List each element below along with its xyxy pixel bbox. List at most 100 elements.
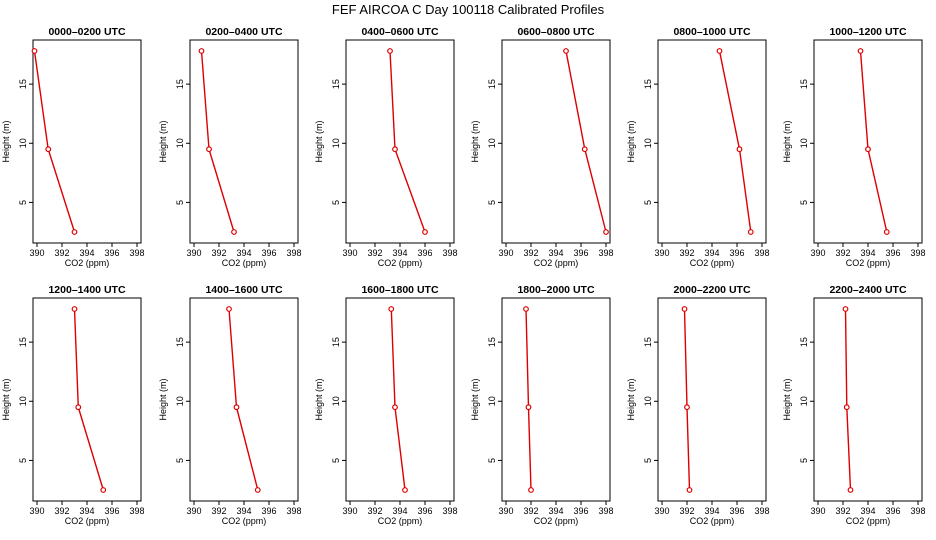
y-axis-label: Height (m) [1,120,11,162]
y-tick-label: 5 [643,200,653,205]
data-point [525,404,532,411]
y-tick-label: 5 [643,458,653,463]
x-tick-label: 396 [417,506,432,516]
plot-frame [32,39,142,244]
y-tick-label: 15 [175,337,185,347]
data-point [865,146,871,153]
y-tick-label: 15 [331,79,341,89]
chart-panel: 0800–1000 UTC 390 392 394 396 398 5 10 15 CO2 (pp… [626,26,770,268]
x-axis-label: CO2 (ppm) [222,258,267,268]
chart-panel: 1600–1800 UTC 390 392 394 396 398 5 10 15 CO2 (pp… [314,284,458,526]
data-point [422,229,428,235]
y-axis-label: Height (m) [314,378,324,420]
x-tick-label: 390 [186,248,201,258]
y-axis-label: Height (m) [626,120,636,162]
chart-panel: 1000–1200 UTC 390 392 394 396 398 5 10 15 CO2 (pp… [782,26,926,268]
series-line [718,50,752,233]
data-point [686,487,693,493]
y-axis-label: Height (m) [782,378,792,420]
plot-frame [189,297,299,502]
panel-title: 1000–1200 UTC [829,26,906,38]
data-point [45,146,52,153]
data-point [523,306,529,312]
data-point [402,487,408,493]
data-point [392,404,398,411]
plot-frame [501,39,611,244]
x-tick-label: 392 [367,248,382,258]
y-tick-label: 10 [643,138,653,148]
y-tick-label: 5 [331,200,341,205]
plot-frame [501,297,611,502]
data-point [392,146,398,153]
x-tick-label: 394 [860,506,875,516]
x-tick-label: 392 [835,248,850,258]
y-tick-label: 5 [487,200,497,205]
x-tick-label: 398 [598,506,613,516]
y-tick-label: 15 [487,337,497,347]
y-axis-label: Height (m) [470,378,480,420]
x-tick-label: 392 [679,248,694,258]
y-tick-label: 10 [175,396,185,406]
y-axis-label: Height (m) [1,378,11,420]
data-point [563,48,569,54]
x-tick-label: 390 [498,506,513,516]
y-axis-label: Height (m) [470,120,480,162]
data-point [842,306,849,312]
y-tick-label: 10 [18,396,28,406]
y-axis-label: Height (m) [782,120,792,162]
y-tick-label: 5 [799,200,809,205]
x-tick-label: 392 [211,248,226,258]
data-point [603,229,609,235]
data-point [71,229,78,235]
x-tick-label: 396 [573,248,588,258]
chart-panel: 1800–2000 UTC 390 392 394 396 398 5 10 15 CO2 (pp… [470,284,614,526]
data-point [388,306,395,312]
x-tick-label: 390 [342,248,357,258]
y-tick-label: 10 [487,138,497,148]
x-tick-label: 390 [654,248,669,258]
x-tick-label: 398 [129,506,144,516]
chart-panel: 2000–2200 UTC 390 392 394 396 398 5 10 15 CO2 (pp… [626,284,770,526]
y-tick-label: 10 [799,396,809,406]
x-tick-label: 392 [54,248,69,258]
x-tick-label: 398 [598,248,613,258]
x-tick-label: 394 [236,248,251,258]
x-tick-label: 392 [523,248,538,258]
x-tick-label: 398 [286,248,301,258]
chart-panel: 2200–2400 UTC 390 392 394 396 398 5 10 15 CO2 (pp… [782,284,926,526]
data-point [206,146,212,153]
data-point [883,229,890,235]
data-point [681,306,688,312]
panel-title: 0400–0600 UTC [361,26,438,38]
x-tick-label: 390 [810,506,825,516]
y-tick-label: 10 [331,138,341,148]
x-axis-label: CO2 (ppm) [65,516,110,526]
x-tick-label: 394 [860,248,875,258]
y-tick-label: 5 [18,458,28,463]
data-point [847,487,854,493]
y-axis-label: Height (m) [158,120,168,162]
chart-panel: 1400–1600 UTC 390 392 394 396 398 5 10 15 CO2 (pp… [158,284,302,526]
plot-frame [189,39,299,244]
x-tick-label: 394 [392,248,407,258]
chart-panel: 0400–0600 UTC 390 392 394 396 398 5 10 15 CO2 (pp… [314,26,458,268]
series-line [228,308,259,491]
y-tick-label: 15 [175,79,185,89]
x-tick-label: 394 [548,248,563,258]
panel-title: 2000–2200 UTC [673,284,750,296]
series-line [389,50,426,233]
y-tick-label: 15 [643,337,653,347]
x-tick-label: 392 [835,506,850,516]
x-tick-label: 392 [54,506,69,516]
data-point [581,146,588,153]
plot-frame [657,297,767,502]
data-point [231,229,237,235]
panels-grid: 0000–0200 UTC 390 392 394 396 398 5 10 15 CO2 (pp… [1,26,926,526]
x-tick-label: 390 [810,248,825,258]
x-tick-label: 394 [704,248,719,258]
panel-title: 0200–0400 UTC [205,26,282,38]
x-axis-label: CO2 (ppm) [690,258,735,268]
x-tick-label: 394 [704,506,719,516]
y-tick-label: 5 [487,458,497,463]
